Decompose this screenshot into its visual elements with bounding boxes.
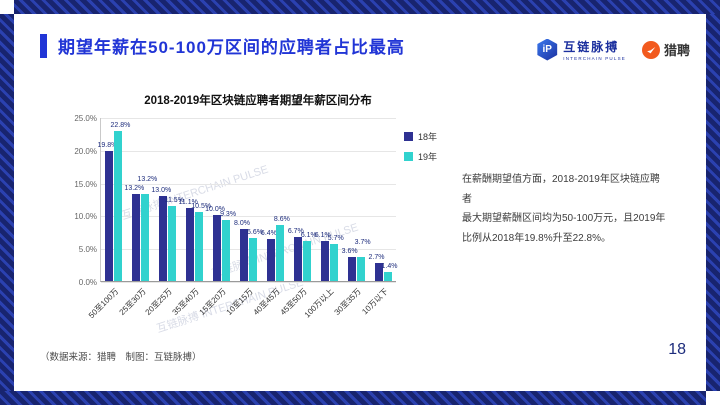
- x-axis-label: 40至45万: [251, 286, 282, 317]
- y-axis-label: 0.0%: [78, 278, 97, 287]
- commentary-line: 最大期望薪酬区间均为50-100万元，且2019年: [462, 213, 666, 224]
- chart-title: 2018-2019年区块链应聘者期望年薪区间分布: [144, 95, 372, 107]
- gridline: [101, 216, 396, 218]
- bar-18年-45至50万: [293, 237, 302, 281]
- bar-19年-15至20万: [222, 220, 231, 281]
- logo-cluster: iP 互链脉搏 INTERCHAIN PULSE 猎聘: [536, 38, 690, 61]
- x-axis-label: 25至30万: [117, 286, 148, 317]
- x-axis-label: 10至15万: [224, 286, 256, 317]
- bar-value-label: 11.1%: [178, 199, 198, 207]
- bar-19年-100万以上: [329, 243, 338, 281]
- y-axis-label: 10.0%: [74, 212, 97, 222]
- bar-value-label: 10.5%: [191, 203, 212, 211]
- legend-label-2018: 18年: [418, 132, 438, 142]
- bar-19年-10万以下: [383, 271, 392, 281]
- commentary-text: 在薪酬期望值方面，2018-2019年区块链应聘者 最大期望薪酬区间均为50-1…: [462, 170, 666, 248]
- data-source-note: （数据来源：猎聘 制图：互链脉搏）: [40, 352, 202, 363]
- bar-value-label: 13.2%: [137, 176, 158, 184]
- bar-value-label: 6.1%: [314, 231, 331, 239]
- bar-value-label: 13.0%: [151, 186, 172, 194]
- bar-value-label: 19.8%: [97, 142, 118, 150]
- interchain-pulse-hexagon-icon: iP: [537, 38, 558, 61]
- gridline: [101, 118, 396, 119]
- bar-18年-40至45万: [266, 239, 275, 281]
- border-stripe-right: [706, 14, 720, 391]
- bar-19年-50至100万: [114, 131, 123, 281]
- legend-item-2018: 18年: [404, 130, 437, 143]
- gridline: [101, 282, 396, 283]
- bar-value-label: 6.4%: [260, 230, 277, 238]
- bar-value-label: 11.5%: [164, 196, 184, 204]
- y-axis-label: 20.0%: [74, 146, 97, 156]
- bar-19年-35至40万: [195, 212, 204, 281]
- gridline: [101, 183, 396, 185]
- x-axis-label: 15至20万: [197, 286, 229, 317]
- x-axis-label: 30至35万: [332, 286, 363, 317]
- bar-value-label: 2.7%: [368, 254, 385, 262]
- bar-value-label: 3.7%: [354, 238, 371, 246]
- bar-value-label: 10.0%: [205, 206, 226, 214]
- gridline: [101, 249, 396, 251]
- commentary-line: 在薪酬期望值方面，2018-2019年区块链应聘者: [462, 174, 660, 205]
- bar-19年-10至15万: [249, 237, 257, 281]
- legend-swatch-2018: [404, 132, 413, 141]
- legend-item-2019: 19年: [404, 150, 437, 163]
- interchain-pulse-wordmark: 互链脉搏 INTERCHAIN PULSE: [563, 38, 626, 61]
- bar-18年-25至30万: [132, 194, 141, 281]
- bar-value-label: 6.7%: [287, 228, 304, 236]
- liepin-name: 猎聘: [663, 43, 690, 58]
- legend-label-2019: 19年: [418, 152, 438, 162]
- legend-swatch-2019: [404, 152, 413, 161]
- bar-value-label: 1.4%: [381, 262, 398, 270]
- chart-plot: 25.0% 20.0% 15.0% 10.0% 5.0% 0.0% 19.8% 22.8% 50…: [74, 114, 398, 320]
- bar-19年-45至50万: [302, 240, 311, 281]
- title-accent-bar: [40, 33, 47, 58]
- bar-18年-35至40万: [186, 208, 195, 281]
- y-axis-label: 5.0%: [78, 245, 97, 255]
- bar-19年-30至35万: [356, 256, 365, 281]
- x-axis-label: 35至40万: [170, 286, 202, 317]
- chart-legend: 18年 19年: [404, 130, 437, 170]
- bar-19年-40至45万: [275, 224, 284, 281]
- bar-value-label: 9.3%: [220, 211, 237, 218]
- border-stripe-left: [0, 14, 14, 391]
- chart: 互链脉搏 INTERCHAIN PULSE 互链脉搏 INTERCHAIN PU…: [58, 92, 458, 344]
- interchain-pulse-logo: iP 互链脉搏 INTERCHAIN PULSE: [536, 38, 626, 61]
- bar-18年-15至20万: [213, 215, 222, 281]
- border-stripe-top: [14, 0, 720, 14]
- bar-value-label: 22.8%: [110, 122, 131, 130]
- interchain-pulse-name: 互链脉搏: [563, 40, 620, 54]
- bar-18年-50至100万: [105, 151, 114, 281]
- x-axis-label: 20至25万: [144, 286, 175, 317]
- bar-value-label: 6.6%: [247, 228, 263, 236]
- commentary-line: 比例从2018年19.8%升至22.8%。: [462, 232, 611, 244]
- bar-18年-20至25万: [159, 195, 168, 281]
- bar-value-label: 8.0%: [234, 219, 250, 227]
- bar-18年-10万以下: [374, 263, 383, 281]
- bar-19年-20至25万: [168, 205, 177, 281]
- bar-value-label: 8.6%: [273, 215, 290, 223]
- gridline: [101, 150, 396, 152]
- interchain-pulse-subtitle: INTERCHAIN PULSE: [563, 56, 626, 61]
- page-number: 18: [668, 341, 686, 358]
- y-axis-label: 25.0%: [74, 114, 97, 123]
- x-axis-label: 10万以下: [359, 286, 390, 317]
- header: 期望年薪在50-100万区间的应聘者占比最高: [40, 33, 405, 58]
- bar-18年-100万以上: [320, 240, 329, 281]
- liepin-bird-icon: [641, 40, 660, 59]
- bar-18年-10至15万: [240, 228, 248, 281]
- bar-value-label: 6.1%: [300, 231, 317, 239]
- border-stripe-bottom: [0, 391, 706, 405]
- x-axis-label: 50至100万: [87, 286, 121, 321]
- bar-19年-25至30万: [141, 194, 150, 281]
- liepin-logo: 猎聘: [641, 40, 690, 59]
- bar-value-label: 3.6%: [341, 248, 358, 256]
- bar-value-label: 13.2%: [124, 185, 145, 193]
- bar-value-label: 5.7%: [327, 234, 344, 242]
- page-title: 期望年薪在50-100万区间的应聘者占比最高: [58, 38, 405, 57]
- y-axis-label: 15.0%: [74, 179, 97, 189]
- bar-18年-30至35万: [347, 257, 356, 281]
